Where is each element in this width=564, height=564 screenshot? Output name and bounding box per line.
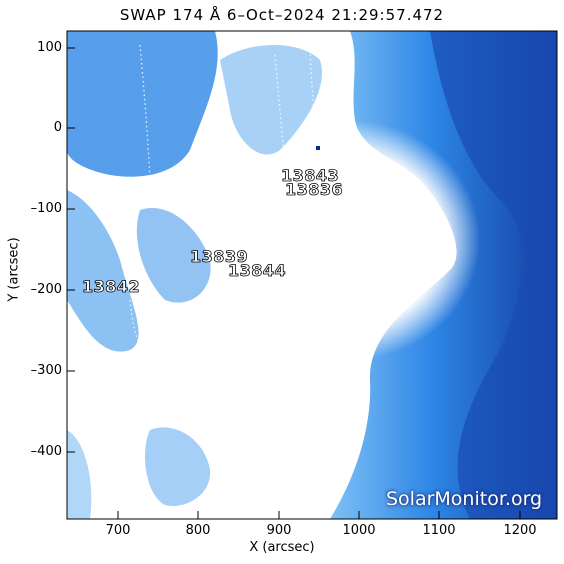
x-tick-label: 1000 [342,523,376,538]
bright-loop-region [220,120,480,360]
coronal-patch-lower-left [145,427,211,506]
coronal-patch-top-middle [220,45,322,155]
plot-frame [66,30,558,520]
heliographic-grid [129,44,319,346]
y-tick-label: 100 [37,40,62,55]
coronal-patch-center-left [136,208,211,303]
active-region-label: 13844 [228,261,287,281]
x-tick-label: 700 [105,523,131,538]
y-axis-title: Y (arcsec) [6,237,22,302]
active-region-label: 13836 [285,180,344,200]
x-tick-label: 800 [185,523,211,538]
x-tick-label: 1100 [422,523,456,538]
x-axis-title: X (arcsec) [249,540,315,555]
coronal-patch-upper-left [67,31,218,177]
y-tick-label: –400 [30,444,62,459]
sunspot-marker [316,146,320,150]
active-region-label: 13843 [281,166,340,186]
figure-title: SWAP 174 Å 6–Oct–2024 21:29:57.472 [119,6,445,24]
x-tick-label: 900 [266,523,292,538]
watermark: SolarMonitor.org [386,488,543,510]
y-tick-label: –300 [30,363,62,378]
tick-marks [67,47,521,519]
active-region-label: 13839 [190,247,249,267]
dark-corona-band [430,31,557,519]
active-region-label: 13842 [82,277,141,297]
y-tick-label: –200 [30,282,62,297]
coronal-patch-left [67,190,139,352]
y-tick-label: –100 [30,201,62,216]
y-tick-label: 0 [53,120,62,135]
x-tick-label: 1200 [503,523,537,538]
